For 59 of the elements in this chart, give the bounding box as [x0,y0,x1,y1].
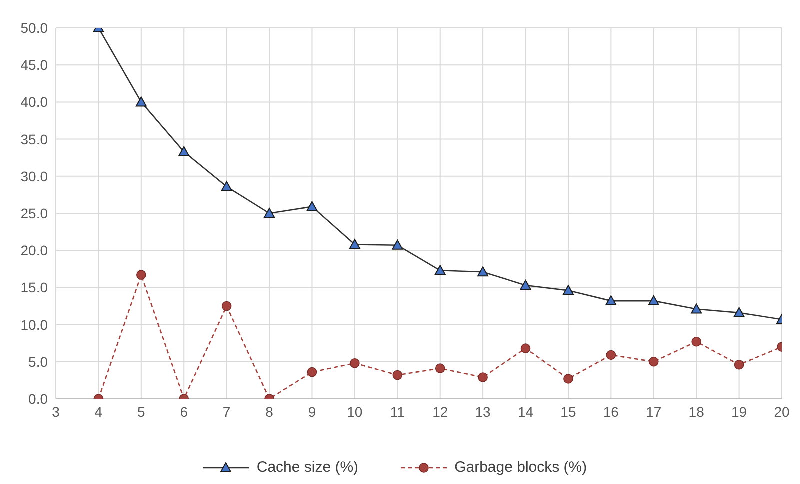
x-tick-label: 15 [560,404,576,420]
x-tick-label: 7 [222,404,231,420]
x-tick-label: 10 [347,404,363,420]
y-tick-label: 35.0 [20,131,48,148]
y-tick-label: 10.0 [20,316,48,333]
point [520,280,532,290]
point [564,374,574,384]
point [478,266,489,277]
point [307,367,318,378]
x-tick-label: 18 [688,404,705,420]
y-tick-label: 20.0 [20,242,48,259]
point [434,265,446,276]
point [606,350,616,360]
y-tick-label: 15.0 [20,280,48,296]
point [734,360,744,370]
point [691,304,702,314]
point [648,296,660,306]
legend-label: Garbage blocks (%) [454,459,588,476]
y-tick-label: 40.0 [20,94,48,110]
legend-label: Cache size (%) [256,459,359,476]
y-tick-label: 30.0 [20,168,48,184]
point [692,336,702,347]
x-tick-label: 5 [138,404,146,420]
x-tick-label: 13 [475,404,492,420]
x-tick-label: 6 [180,404,188,420]
point [349,239,360,250]
y-tick-label: 5.0 [28,354,48,370]
point [178,146,190,156]
point [136,96,147,107]
point [606,296,617,306]
point [478,372,488,382]
point [136,270,146,280]
point [435,364,446,374]
y-tick-label: 45.0 [20,57,48,74]
x-tick-label: 9 [308,404,316,420]
x-tick-label: 17 [646,404,662,420]
y-tick-label: 50.0 [20,20,48,36]
point [562,285,574,296]
point [734,307,745,318]
x-tick-label: 8 [266,404,274,420]
y-tick-label: 25.0 [20,205,48,222]
x-tick-label: 19 [732,404,748,420]
point [520,344,531,354]
point [264,208,276,218]
x-tick-label: 16 [603,404,620,420]
x-tick-label: 3 [52,404,60,420]
x-tick-label: 14 [518,404,534,420]
x-tick-label: 11 [390,404,406,420]
point [221,181,232,192]
x-tick-label: 12 [432,404,448,420]
y-tick-label: 0.0 [28,390,48,407]
point [350,358,360,368]
point [392,240,404,250]
point [222,301,232,312]
point [648,357,659,367]
x-tick-label: 4 [94,404,103,420]
point [392,370,403,380]
point [306,201,318,212]
x-tick-label: 20 [774,404,790,420]
